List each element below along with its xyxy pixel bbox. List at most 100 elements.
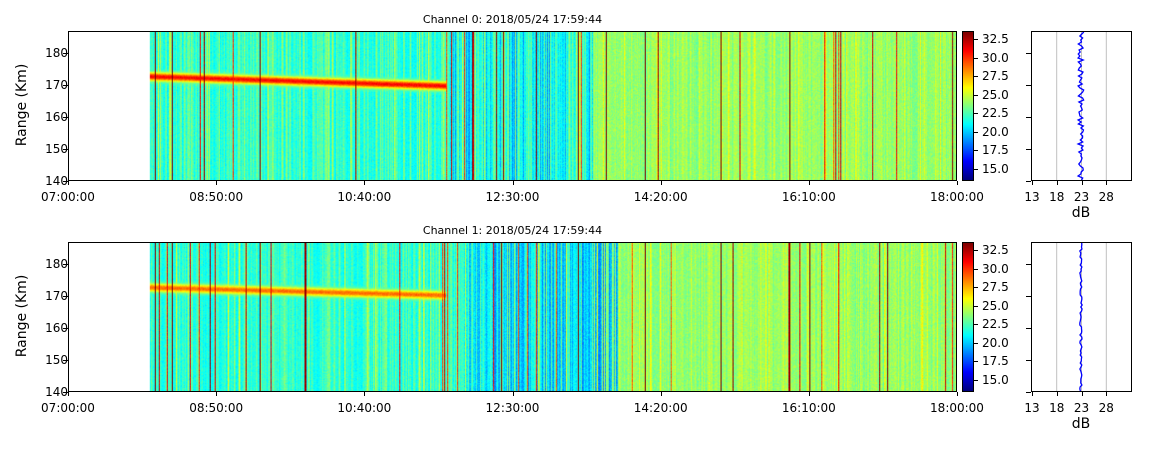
y-tick-label: 180	[45, 257, 68, 272]
y-axis-label: Range (Km)	[14, 63, 30, 147]
x-tick-mark	[364, 181, 366, 185]
x-tick-mark	[808, 392, 810, 396]
colorbar-tick-mark	[974, 76, 978, 78]
x-tick-mark	[957, 181, 958, 185]
x-tick-mark	[660, 392, 662, 396]
x-tick-label: 18:00:00	[930, 401, 984, 415]
x-tick-mark	[68, 392, 69, 396]
profile-x-tick-label: 18	[1049, 401, 1065, 415]
profile-y-tick-mark	[1026, 85, 1031, 87]
range-time-heatmap	[68, 31, 957, 181]
profile-x-tick-mark	[1081, 392, 1083, 396]
x-tick-label: 10:40:00	[337, 190, 392, 204]
x-tick-mark	[808, 181, 810, 185]
y-tick-label: 170	[45, 289, 68, 304]
y-tick-mark	[63, 264, 68, 266]
x-tick-label: 08:50:00	[189, 401, 244, 415]
profile-x-label: dB	[1071, 205, 1091, 221]
power-profile-plot	[1031, 242, 1132, 392]
channel-0-panel: Channel 0: 2018/05/24 17:59:44 Range (Km…	[0, 0, 1150, 221]
colorbar-tick-mark	[974, 305, 978, 307]
heatmap-canvas	[69, 243, 956, 391]
x-tick-mark	[364, 392, 366, 396]
colorbar-tick-mark	[974, 94, 978, 96]
x-tick-mark	[957, 392, 958, 396]
colorbar	[962, 31, 974, 181]
profile-x-tick-label: 23	[1073, 401, 1090, 415]
y-tick-label: 150	[45, 142, 68, 157]
profile-x-tick-label: 28	[1098, 401, 1114, 415]
x-tick-label: 07:00:00	[41, 190, 95, 204]
colorbar-tick-mark	[974, 168, 978, 170]
profile-x-tick-mark	[1056, 181, 1058, 185]
profile-x-tick-mark	[1056, 392, 1058, 396]
colorbar-tick-mark	[974, 113, 978, 115]
profile-x-tick-mark	[1081, 181, 1083, 185]
x-tick-mark	[512, 392, 514, 396]
colorbar-tick-mark	[974, 131, 978, 133]
y-tick-mark	[63, 85, 68, 87]
x-tick-label: 16:10:00	[781, 401, 836, 415]
colorbar-tick-label: 17.5	[982, 143, 1009, 158]
y-tick-mark	[63, 392, 68, 393]
y-tick-label: 140	[45, 385, 68, 399]
y-tick-mark	[63, 149, 68, 151]
profile-y-tick-mark	[1026, 264, 1031, 266]
colorbar-tick-label: 17.5	[982, 354, 1009, 369]
colorbar-canvas	[963, 32, 973, 180]
colorbar-tick-label: 22.5	[982, 106, 1009, 121]
profile-x-tick-label: 23	[1073, 190, 1090, 204]
profile-y-tick-mark	[1026, 360, 1031, 362]
y-tick-mark	[63, 117, 68, 119]
profile-y-tick-mark	[1026, 53, 1031, 55]
x-tick-mark	[216, 392, 218, 396]
profile-x-tick-label: 28	[1098, 190, 1114, 204]
y-tick-label: 160	[45, 321, 68, 336]
colorbar-tick-mark	[974, 268, 978, 270]
range-time-heatmap	[68, 242, 957, 392]
profile-y-tick-mark	[1026, 328, 1031, 330]
colorbar-tick-label: 30.0	[982, 50, 1009, 65]
y-tick-mark	[63, 328, 68, 330]
y-tick-label: 140	[45, 174, 68, 188]
colorbar-tick-label: 25.0	[982, 298, 1009, 313]
colorbar-tick-mark	[974, 250, 978, 252]
colorbar-tick-label: 32.5	[982, 32, 1009, 47]
power-profile-svg	[1056, 243, 1107, 391]
x-tick-mark	[512, 181, 514, 185]
y-tick-label: 150	[45, 353, 68, 368]
profile-x-tick-mark	[1032, 181, 1033, 185]
heatmap-canvas	[69, 32, 956, 180]
power-profile-line	[1076, 32, 1085, 180]
colorbar-tick-label: 32.5	[982, 243, 1009, 258]
colorbar-tick-label: 25.0	[982, 87, 1009, 102]
colorbar-tick-mark	[974, 361, 978, 363]
profile-y-tick-mark	[1026, 296, 1031, 298]
x-tick-label: 12:30:00	[485, 401, 540, 415]
chart-title: Channel 1: 2018/05/24 17:59:44	[422, 224, 603, 237]
profile-x-tick-mark	[1032, 392, 1033, 396]
y-tick-mark	[63, 53, 68, 55]
y-tick-mark	[63, 296, 68, 298]
colorbar-tick-mark	[974, 379, 978, 381]
y-tick-label: 170	[45, 78, 68, 93]
profile-x-tick-label: 18	[1049, 190, 1065, 204]
x-tick-label: 16:10:00	[781, 190, 836, 204]
colorbar-tick-mark	[974, 39, 978, 41]
x-tick-mark	[68, 181, 69, 185]
x-tick-label: 14:20:00	[633, 401, 688, 415]
profile-y-tick-mark	[1026, 392, 1031, 393]
power-profile-line	[1079, 243, 1083, 391]
y-axis-label: Range (Km)	[14, 274, 30, 358]
chart-title: Channel 0: 2018/05/24 17:59:44	[422, 13, 603, 26]
colorbar-tick-mark	[974, 342, 978, 344]
colorbar-tick-mark	[974, 150, 978, 152]
colorbar-tick-mark	[974, 324, 978, 326]
x-tick-label: 10:40:00	[337, 401, 392, 415]
profile-x-label: dB	[1071, 416, 1091, 432]
y-tick-label: 180	[45, 46, 68, 61]
x-tick-label: 14:20:00	[633, 190, 688, 204]
colorbar-tick-mark	[974, 287, 978, 289]
colorbar-canvas	[963, 243, 973, 391]
profile-y-tick-mark	[1026, 117, 1031, 119]
